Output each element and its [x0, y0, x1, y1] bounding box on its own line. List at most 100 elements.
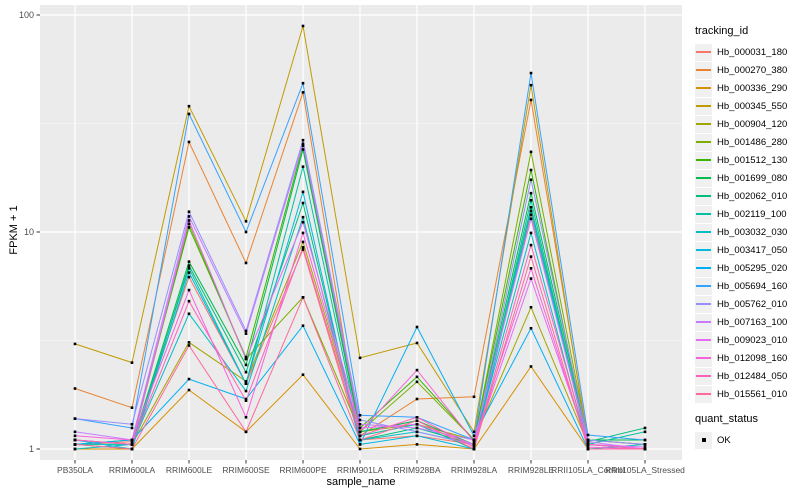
data-point [643, 438, 647, 442]
data-point [187, 312, 191, 316]
legend-item-label: Hb_007163_100 [717, 316, 788, 328]
legend-key-line-icon [696, 249, 711, 251]
data-point [529, 213, 533, 217]
legend-item: Hb_000336_290 [695, 79, 787, 97]
legend-key-line-icon [696, 231, 711, 233]
data-point [301, 240, 305, 244]
legend-quant-items: OK [695, 431, 787, 449]
legend-item: Hb_005694_160 [695, 277, 787, 295]
legend-key [695, 115, 712, 133]
legend-key [695, 277, 712, 295]
data-point [472, 430, 476, 434]
data-point [244, 329, 248, 333]
data-point [187, 271, 191, 274]
data-point [472, 443, 476, 446]
x-tick-label: PB350LA [57, 465, 93, 475]
legend-title-quant-status: quant_status [695, 413, 758, 425]
legend-key [695, 133, 712, 151]
data-point [187, 215, 191, 218]
legend-item-label: Hb_001699_080 [717, 172, 788, 184]
data-point [529, 305, 533, 309]
data-point [244, 430, 248, 434]
data-point [529, 277, 533, 280]
data-point [187, 288, 191, 292]
data-point [187, 210, 191, 214]
data-point [130, 426, 134, 430]
data-point [415, 434, 419, 438]
data-point [301, 220, 305, 224]
data-point [73, 430, 77, 434]
legend-item-label: Hb_003417_050 [717, 244, 788, 256]
legend-key-line-icon [696, 267, 711, 269]
data-point [187, 219, 191, 222]
data-point [415, 380, 419, 384]
y-tick-label: 100 [19, 10, 34, 20]
y-axis-title: FPKM + 1 [8, 205, 20, 255]
legend-key [695, 295, 712, 313]
data-point [301, 142, 305, 146]
legend-item-label: Hb_012098_160 [717, 352, 788, 364]
legend-key [695, 313, 712, 331]
legend-item-label: Hb_000336_290 [717, 82, 788, 94]
data-point [415, 422, 419, 426]
data-point [244, 230, 248, 234]
legend-key [695, 431, 712, 449]
legend-item: Hb_012098_160 [695, 349, 787, 367]
legend-key-line-icon [696, 321, 711, 323]
data-point [529, 191, 533, 195]
legend-item: Hb_007163_100 [695, 313, 787, 331]
legend-key [695, 349, 712, 367]
legend-key [695, 259, 712, 277]
legend-item: Hb_005295_020 [695, 259, 787, 277]
data-point [301, 296, 305, 299]
data-point [244, 261, 248, 265]
legend-key-line-icon [696, 141, 711, 143]
data-point [187, 104, 191, 108]
legend-item: Hb_001699_080 [695, 169, 787, 187]
data-point [472, 434, 476, 438]
x-tick-label: RRIM928LE [508, 465, 555, 475]
legend-item-label: Hb_000270_380 [717, 64, 788, 76]
data-point [415, 430, 419, 434]
data-point [301, 231, 305, 235]
data-point [187, 260, 191, 263]
data-point [187, 264, 191, 267]
data-point [301, 165, 305, 168]
data-point [358, 356, 362, 360]
data-point [529, 168, 533, 172]
data-point [301, 373, 305, 376]
legend-item-label: Hb_012484_050 [717, 370, 788, 382]
data-point [301, 138, 305, 142]
data-point [187, 377, 191, 381]
black-square-point-icon [701, 438, 706, 442]
data-point [130, 438, 134, 442]
legend-item-quant: OK [695, 431, 787, 449]
data-point [643, 430, 647, 434]
data-point [73, 434, 77, 438]
legend-key [695, 187, 712, 205]
data-point [529, 255, 533, 258]
data-point [244, 220, 248, 223]
legend-item-label: Hb_003032_030 [717, 226, 788, 238]
data-point [358, 443, 362, 446]
legend-item: Hb_001486_280 [695, 133, 787, 151]
data-point [358, 430, 362, 434]
data-point [415, 341, 419, 345]
data-point [244, 370, 248, 374]
legend-item: Hb_002062_010 [695, 187, 787, 205]
data-point [358, 418, 362, 422]
data-point [301, 190, 305, 194]
legend-key [695, 151, 712, 169]
data-point [187, 226, 191, 229]
legend-key [695, 205, 712, 223]
legend-item: Hb_000270_380 [695, 61, 787, 79]
data-point [358, 422, 362, 426]
data-point [73, 417, 77, 420]
data-point [586, 447, 590, 451]
legend-key-line-icon [696, 357, 711, 359]
data-point [301, 91, 305, 94]
data-point [358, 426, 362, 430]
data-point [73, 387, 77, 390]
